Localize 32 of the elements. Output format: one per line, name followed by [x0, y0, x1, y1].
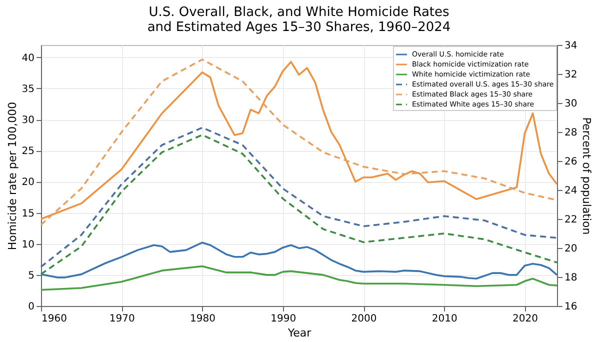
x-tick-label: 2000 — [351, 314, 377, 324]
y-tick-label: 0 — [28, 302, 34, 312]
y-tick-label: 30 — [22, 115, 34, 126]
x-axis-title: Year — [286, 326, 312, 340]
y2-tick-label: 32 — [564, 70, 578, 80]
y2-tick-label: 28 — [564, 128, 578, 138]
x-tick-label: 1960 — [42, 314, 67, 324]
y2-tick-label: 26 — [564, 156, 578, 168]
y2-tick-label: 18 — [564, 272, 578, 284]
y-tick-label: 5 — [28, 270, 34, 282]
x-tick-label: 1970 — [109, 314, 135, 324]
line-series — [40, 242, 558, 280]
y-tick-label: 10 — [22, 239, 34, 250]
x-tick-label: 2020 — [512, 314, 538, 324]
y-axis-title: Homicide rate per 100,000 — [6, 102, 19, 250]
x-tick-label: 1990 — [270, 314, 296, 324]
y2-tick-label: 16 — [564, 302, 578, 312]
y2-tick-label: 22 — [564, 214, 578, 226]
x-tick-label: 1980 — [190, 314, 216, 324]
chart-title: U.S. Overall, Black, and White Homicide Rates and Estimated Ages 15–30 Shares, 1960–2024 — [147, 5, 451, 35]
y-tick-label: 20 — [22, 177, 34, 188]
y2-tick-label: 30 — [564, 98, 578, 110]
line-series — [40, 265, 558, 291]
y2-axis-title: Percent of population — [580, 117, 594, 235]
y-tick-label: 40 — [22, 52, 34, 64]
y-tick-label: 15 — [22, 208, 34, 220]
y-tick-label: 25 — [22, 146, 34, 158]
y-tick-label: 35 — [22, 84, 34, 95]
x-tick-label: 2010 — [432, 314, 458, 324]
y2-tick-label: 24 — [564, 186, 578, 196]
y2-tick-label: 20 — [564, 244, 578, 254]
y2-tick-label: 34 — [564, 40, 578, 52]
